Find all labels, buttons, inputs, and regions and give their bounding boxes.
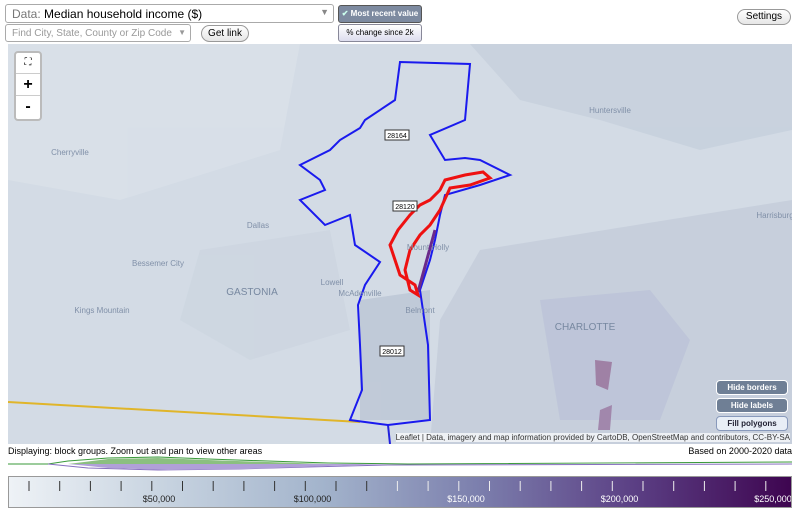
map-buttons: Hide borders Hide labels Fill polygons xyxy=(716,380,788,434)
map-button[interactable]: Hide borders xyxy=(716,380,788,395)
legend-tick-label: $50,000 xyxy=(143,494,176,504)
zip-boundary xyxy=(298,60,513,427)
legend-tick-label: $250,000 xyxy=(754,494,791,504)
histogram xyxy=(8,456,792,471)
place-label: McAdenville xyxy=(338,289,382,298)
zip-label-box xyxy=(392,200,418,212)
map-button[interactable]: Fill polygons xyxy=(716,416,788,431)
place-label: Huntersville xyxy=(589,106,631,115)
zoom-in[interactable]: + xyxy=(16,74,40,96)
zip-label: 28012 xyxy=(382,349,402,356)
zip-label: 28164 xyxy=(387,133,407,140)
place-label: CHARLOTTE xyxy=(555,322,616,333)
zip-label-box xyxy=(379,345,405,357)
toggle-change[interactable]: % change since 2k xyxy=(338,24,422,42)
selected-boundary xyxy=(388,170,493,299)
place-label: Belmont xyxy=(405,306,435,315)
map[interactable]: Cherryville Dallas Bessemer City GASTONIA Lo… xyxy=(8,44,792,444)
get-link[interactable]: Get link xyxy=(201,25,249,42)
place-label: Dallas xyxy=(247,221,269,230)
map-shading xyxy=(8,44,792,444)
zip-label: 28120 xyxy=(395,204,415,211)
zoom-out[interactable]: - xyxy=(25,98,31,115)
place-label: Mount Holly xyxy=(407,243,449,252)
legend-tick-label: $200,000 xyxy=(601,494,639,504)
legend-tick-label: $100,000 xyxy=(294,494,332,504)
attribution: Leaflet | Data, imagery and map informat… xyxy=(395,433,790,442)
place-label: Bessemer City xyxy=(132,259,184,268)
legend-tick-label: $150,000 xyxy=(447,494,485,504)
data-value: Median household income ($) xyxy=(44,7,203,21)
place-label: Kings Mountain xyxy=(74,306,129,315)
place-label: GASTONIA xyxy=(226,287,278,298)
place-label: Lowell xyxy=(321,278,344,287)
status-displaying: Displaying: block groups. Zoom out and p… xyxy=(8,446,263,456)
data-select[interactable]: Data: Median household income ($) ▼ xyxy=(5,4,334,23)
place-label: Cherryville xyxy=(51,148,89,157)
state-border xyxy=(8,401,361,423)
settings[interactable]: Settings xyxy=(737,9,791,25)
map-button[interactable]: Hide labels xyxy=(716,398,788,413)
place-label: Harrisburg xyxy=(756,211,792,220)
toggle-recent[interactable]: ✔ Most recent value xyxy=(338,5,422,23)
fullscreen[interactable]: ⛶ xyxy=(16,53,40,74)
zip-label-box xyxy=(384,129,410,141)
toggle-recent-label: Most recent value xyxy=(350,9,419,18)
status-based: Based on 2000-2020 data xyxy=(688,446,792,456)
data-prefix: Data: xyxy=(12,7,41,21)
zoom-control: ⛶ + - xyxy=(14,51,42,121)
legend-bar: $50,000 $100,000 $150,000 $200,000 $250,000 xyxy=(8,476,792,508)
legend-ticks: $50,000 $100,000 $150,000 $200,000 $250,000 xyxy=(28,481,792,504)
county-border xyxy=(387,424,391,444)
search-input[interactable]: Find City, State, County or Zip Code ▼ xyxy=(5,24,191,42)
search-placeholder: Find City, State, County or Zip Code xyxy=(12,28,172,39)
boundary-segment xyxy=(416,229,437,293)
